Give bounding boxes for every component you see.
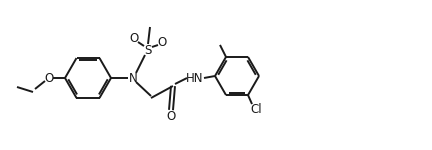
Text: O: O bbox=[44, 72, 54, 84]
Text: Cl: Cl bbox=[250, 103, 262, 116]
Text: O: O bbox=[166, 111, 176, 123]
Text: N: N bbox=[129, 72, 137, 84]
Text: O: O bbox=[157, 36, 167, 48]
Text: HN: HN bbox=[186, 72, 204, 84]
Text: S: S bbox=[144, 44, 152, 57]
Text: O: O bbox=[129, 32, 139, 45]
